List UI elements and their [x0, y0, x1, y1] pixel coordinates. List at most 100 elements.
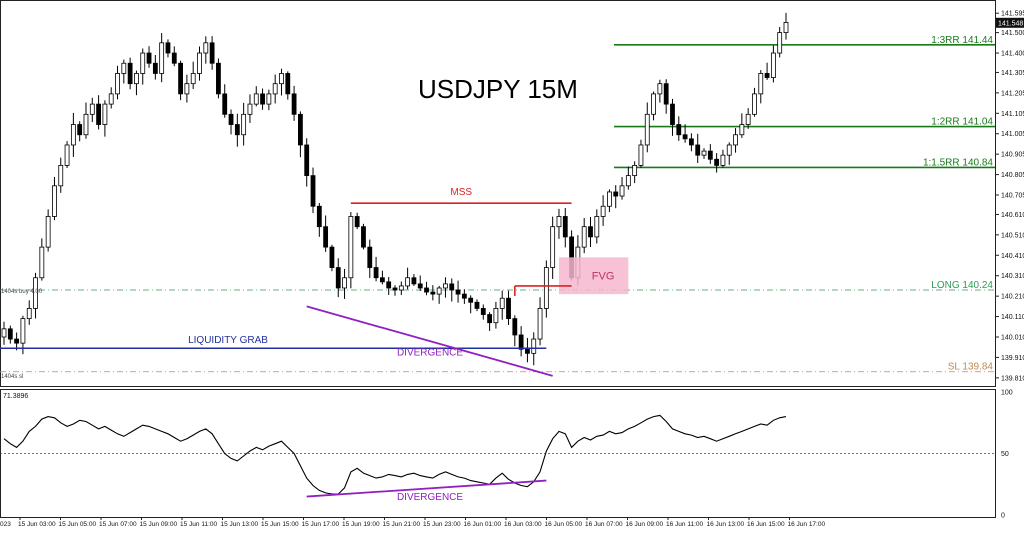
candle-body [600, 205, 606, 217]
candle-body [670, 103, 675, 125]
fvg-label: FVG [592, 271, 615, 283]
candle-body [102, 103, 108, 125]
candle-body [379, 277, 385, 283]
candle-body [392, 287, 398, 291]
candle-body [474, 301, 480, 309]
candle-body [720, 154, 726, 166]
candle-body [480, 308, 486, 315]
candle-body [607, 191, 612, 207]
candle-body [361, 226, 366, 248]
price-tick-label: 141.400 [1001, 51, 1024, 58]
candle-body [52, 185, 57, 217]
price-tick-label: 140.110 [1001, 314, 1024, 321]
candle-body [550, 226, 556, 268]
time-tick-label: 16 Jun 15:00 [747, 521, 785, 528]
candle-body [386, 281, 392, 289]
candle-body [443, 283, 448, 289]
time-tick-label: 15 Jun 03:00 [18, 521, 56, 528]
price-tick-label: 140.905 [1001, 152, 1024, 159]
candle-body [651, 93, 656, 115]
candle-body [1, 328, 7, 338]
candle-body [14, 338, 20, 344]
candle-body [234, 124, 240, 136]
price-tick-label: 141.105 [1001, 111, 1024, 118]
candle-body [335, 267, 341, 289]
candle-body [7, 328, 13, 340]
price-tick-label: 140.310 [1001, 273, 1024, 280]
fvg-box [558, 257, 629, 295]
rsi-tick-label: 50 [1001, 451, 1009, 458]
price-tick-label: 141.205 [1001, 90, 1024, 97]
candle-body [594, 216, 600, 238]
time-tick-label: 16 Jun 09:00 [626, 521, 664, 528]
price-tick-label: 140.510 [1001, 232, 1024, 239]
candle-body [26, 308, 32, 320]
price-tick-label: 140.410 [1001, 253, 1024, 260]
candle-body [64, 144, 70, 166]
candle-body [676, 124, 682, 136]
price-tick-label: 140.010 [1001, 335, 1024, 342]
time-tick-label: 15 Jun 15:00 [261, 521, 299, 528]
candle-body [272, 83, 278, 95]
candle-body [632, 164, 638, 177]
candle-body [436, 287, 442, 295]
candle-body [184, 83, 190, 95]
candle-body [329, 246, 335, 268]
candle-body [367, 246, 373, 268]
time-tick-label: 15 Jun 09:00 [140, 521, 178, 528]
candle-body [266, 93, 272, 105]
candle-body [487, 314, 492, 324]
price-tick-label: 141.005 [1001, 131, 1024, 138]
level-label: 1:2RR 141.04 [931, 117, 993, 128]
candle-body [663, 83, 669, 105]
candle-body [20, 318, 26, 344]
candle-body [298, 113, 303, 146]
price-tick-label: 141.500 [1001, 30, 1024, 37]
candle-body [537, 308, 543, 340]
candle-body [165, 42, 171, 54]
candle-body [96, 103, 101, 125]
candle-body [241, 113, 247, 136]
candle-body [449, 283, 455, 291]
candle-body [739, 124, 745, 136]
candle-body [121, 62, 127, 74]
time-tick-label: 15 Jun 17:00 [302, 521, 340, 528]
buy-tag: 1404s buy 4.00 [1, 289, 43, 295]
candle-body [373, 267, 379, 279]
time-tick-label: 16 Jun 01:00 [464, 521, 502, 528]
candle-body [461, 293, 467, 299]
current-price-label: 141.548 [998, 20, 1023, 27]
price-tick-label: 141.595 [1001, 11, 1024, 18]
candle-body [493, 308, 499, 324]
time-tick-label: 15 Jun 21:00 [383, 521, 421, 528]
price-divergence-line [306, 305, 553, 377]
candle-body [689, 138, 694, 146]
candle-body [701, 150, 707, 156]
candle-body [140, 52, 146, 74]
candle-body [424, 287, 429, 293]
candle-body [613, 191, 619, 197]
candle-body [304, 144, 310, 177]
candle-body [127, 62, 133, 85]
candle-body [506, 297, 511, 320]
time-tick-label: 15 Jun 23:00 [423, 521, 461, 528]
candle-body [58, 164, 64, 187]
rsi-line [3, 414, 787, 495]
candle-body [588, 226, 593, 238]
time-tick-label: 16 Jun 05:00 [545, 521, 583, 528]
price-divergence-label: DIVERGENCE [397, 347, 463, 358]
mss-label: MSS [450, 187, 472, 198]
candle-body [209, 42, 215, 64]
candle-body [197, 52, 202, 74]
candle-body [695, 144, 701, 156]
price-tick-label: 140.805 [1001, 172, 1024, 179]
time-tick-label: 16 Jun 11:00 [666, 521, 703, 528]
candle-body [216, 62, 221, 95]
candle-body [39, 246, 45, 279]
candle-body [134, 73, 139, 85]
candle-body [417, 283, 423, 289]
liquidity-grab-label: LIQUIDITY GRAB [188, 335, 268, 346]
candle-body [714, 158, 720, 166]
candle-body [108, 93, 114, 105]
